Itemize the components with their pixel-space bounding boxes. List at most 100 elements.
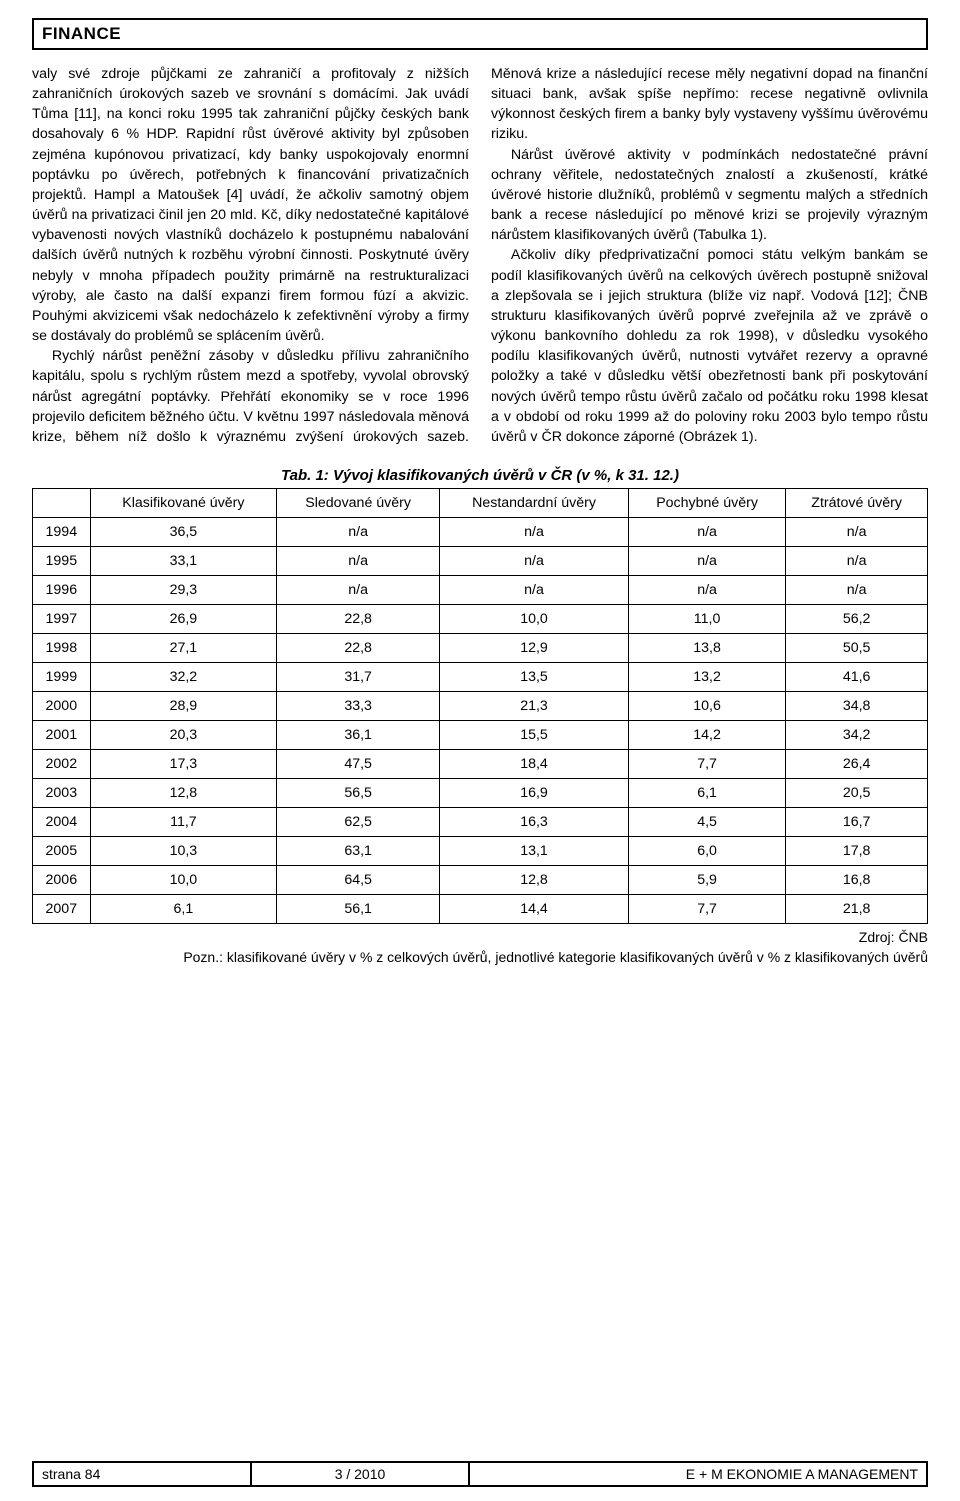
table-year-cell: 2004 — [33, 807, 91, 836]
table-row: 199436,5n/an/an/an/a — [33, 517, 928, 546]
table-year-cell: 1995 — [33, 546, 91, 575]
table-row: 200411,762,516,34,516,7 — [33, 807, 928, 836]
table-value-cell: 33,1 — [90, 546, 277, 575]
table-value-cell: 22,8 — [277, 633, 440, 662]
table-value-cell: 62,5 — [277, 807, 440, 836]
table-header-row: Klasifikované úvěry Sledované úvěry Nest… — [33, 488, 928, 517]
table-row: 199932,231,713,513,241,6 — [33, 662, 928, 691]
footer-right: E + M EKONOMIE A MANAGEMENT — [470, 1463, 926, 1485]
table-value-cell: 7,7 — [628, 894, 785, 923]
table-value-cell: 5,9 — [628, 865, 785, 894]
table-value-cell: 6,1 — [90, 894, 277, 923]
table-value-cell: 17,8 — [786, 836, 928, 865]
table-row: 199827,122,812,913,850,5 — [33, 633, 928, 662]
table-value-cell: 13,8 — [628, 633, 785, 662]
table-row: 200120,336,115,514,234,2 — [33, 720, 928, 749]
table-value-cell: 26,4 — [786, 749, 928, 778]
table-header-cell: Nestandardní úvěry — [440, 488, 629, 517]
table-value-cell: 16,8 — [786, 865, 928, 894]
table-value-cell: 16,3 — [440, 807, 629, 836]
table-value-cell: n/a — [786, 546, 928, 575]
table-value-cell: 20,3 — [90, 720, 277, 749]
footer-mid: 3 / 2010 — [250, 1463, 470, 1485]
table-value-cell: 29,3 — [90, 575, 277, 604]
table-value-cell: 15,5 — [440, 720, 629, 749]
table-value-cell: 36,1 — [277, 720, 440, 749]
table-value-cell: 63,1 — [277, 836, 440, 865]
table-value-cell: n/a — [628, 517, 785, 546]
table-row: 199726,922,810,011,056,2 — [33, 604, 928, 633]
table-source: Zdroj: ČNB — [32, 928, 928, 948]
table-year-cell: 1996 — [33, 575, 91, 604]
table-value-cell: 26,9 — [90, 604, 277, 633]
body-columns: valy své zdroje půjčkami ze zahraničí a … — [32, 64, 928, 447]
table-footer: Zdroj: ČNB Pozn.: klasifikované úvěry v … — [32, 928, 928, 967]
table-value-cell: 41,6 — [786, 662, 928, 691]
table-year-cell: 1998 — [33, 633, 91, 662]
table-caption: Tab. 1: Vývoj klasifikovaných úvěrů v ČR… — [32, 467, 928, 484]
table-value-cell: 13,5 — [440, 662, 629, 691]
table-value-cell: 11,7 — [90, 807, 277, 836]
data-table: Klasifikované úvěry Sledované úvěry Nest… — [32, 488, 928, 924]
table-value-cell: 12,8 — [90, 778, 277, 807]
table-body: 199436,5n/an/an/an/a199533,1n/an/an/an/a… — [33, 517, 928, 923]
table-year-cell: 2000 — [33, 691, 91, 720]
table-value-cell: 14,2 — [628, 720, 785, 749]
body-paragraph: valy své zdroje půjčkami ze zahraničí a … — [32, 64, 469, 346]
table-header-cell: Klasifikované úvěry — [90, 488, 277, 517]
table-row: 199533,1n/an/an/an/a — [33, 546, 928, 575]
table-value-cell: 21,3 — [440, 691, 629, 720]
table-value-cell: 10,0 — [440, 604, 629, 633]
table-row: 199629,3n/an/an/an/a — [33, 575, 928, 604]
body-paragraph: Nárůst úvěrové aktivity v podmínkách ned… — [491, 145, 928, 246]
table-value-cell: n/a — [440, 517, 629, 546]
table-value-cell: 12,9 — [440, 633, 629, 662]
table-row: 200610,064,512,85,916,8 — [33, 865, 928, 894]
table-value-cell: 34,8 — [786, 691, 928, 720]
table-value-cell: n/a — [628, 546, 785, 575]
table-value-cell: 16,7 — [786, 807, 928, 836]
table-value-cell: n/a — [277, 546, 440, 575]
table-value-cell: 56,2 — [786, 604, 928, 633]
table-value-cell: n/a — [628, 575, 785, 604]
table-value-cell: 17,3 — [90, 749, 277, 778]
table-year-cell: 2003 — [33, 778, 91, 807]
table-value-cell: 28,9 — [90, 691, 277, 720]
table-value-cell: 36,5 — [90, 517, 277, 546]
table-header-cell: Ztrátové úvěry — [786, 488, 928, 517]
table-value-cell: n/a — [786, 575, 928, 604]
table-value-cell: 21,8 — [786, 894, 928, 923]
table-header-cell: Pochybné úvěry — [628, 488, 785, 517]
table-value-cell: 50,5 — [786, 633, 928, 662]
table-value-cell: 10,6 — [628, 691, 785, 720]
table-value-cell: 22,8 — [277, 604, 440, 633]
table-value-cell: n/a — [277, 517, 440, 546]
table-row: 200510,363,113,16,017,8 — [33, 836, 928, 865]
page-footer: strana 84 3 / 2010 E + M EKONOMIE A MANA… — [32, 1461, 928, 1487]
table-note: Pozn.: klasifikované úvěry v % z celkový… — [32, 948, 928, 968]
table-value-cell: 34,2 — [786, 720, 928, 749]
section-header: FINANCE — [32, 18, 928, 50]
table-value-cell: 16,9 — [440, 778, 629, 807]
table-row: 200028,933,321,310,634,8 — [33, 691, 928, 720]
table-value-cell: 33,3 — [277, 691, 440, 720]
table-value-cell: 18,4 — [440, 749, 629, 778]
table-value-cell: n/a — [277, 575, 440, 604]
table-value-cell: 27,1 — [90, 633, 277, 662]
table-header-cell — [33, 488, 91, 517]
table-value-cell: 13,2 — [628, 662, 785, 691]
table-value-cell: 64,5 — [277, 865, 440, 894]
table-value-cell: n/a — [786, 517, 928, 546]
table-value-cell: 56,1 — [277, 894, 440, 923]
table-value-cell: 31,7 — [277, 662, 440, 691]
footer-left: strana 84 — [34, 1463, 250, 1485]
table-value-cell: 20,5 — [786, 778, 928, 807]
table-year-cell: 2001 — [33, 720, 91, 749]
table-value-cell: 13,1 — [440, 836, 629, 865]
table-header-cell: Sledované úvěry — [277, 488, 440, 517]
table-row: 20076,156,114,47,721,8 — [33, 894, 928, 923]
table-year-cell: 1997 — [33, 604, 91, 633]
table-value-cell: 6,0 — [628, 836, 785, 865]
table-year-cell: 1994 — [33, 517, 91, 546]
table-value-cell: 10,0 — [90, 865, 277, 894]
